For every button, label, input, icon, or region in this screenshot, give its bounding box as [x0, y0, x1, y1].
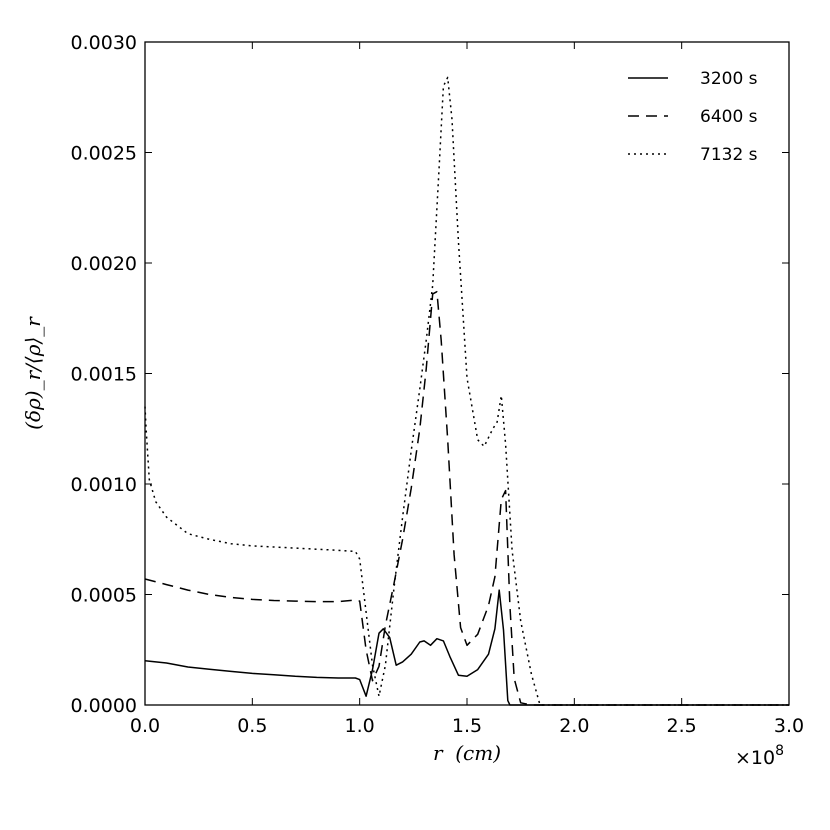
- y-tick-label: 0.0005: [71, 585, 137, 607]
- series-line-0: [144, 589, 789, 706]
- x-tick-label: 2.5: [667, 715, 697, 737]
- y-tick-label: 0.0015: [71, 364, 137, 386]
- plot-frame: [144, 41, 790, 706]
- y-tick-label: 0.0020: [71, 253, 137, 275]
- series-line-1: [144, 290, 789, 706]
- y-tick-label: 0.0025: [71, 143, 137, 165]
- legend-label-0: 3200 s: [700, 69, 758, 89]
- y-tick-label: 0.0030: [71, 32, 137, 54]
- ticks-layer: 0.0 0.5 1.0 1.5 2.0 2.5 3.0 0.0000 0.0005 0.0010 0…: [71, 32, 805, 737]
- x-offset-label: ×108: [735, 743, 784, 769]
- x-axis-label: r (cm): [433, 741, 501, 765]
- legend: 3200 s 6400 s 7132 s: [628, 69, 758, 165]
- x-tick-label: 1.0: [345, 715, 375, 737]
- y-axis-label: (δρ)_r/⟨ρ⟩_r: [21, 316, 45, 430]
- legend-label-1: 6400 s: [700, 107, 758, 127]
- x-tick-label: 2.0: [559, 715, 589, 737]
- x-offset-exponent: 8: [775, 743, 784, 759]
- y-tick-label: 0.0010: [71, 474, 137, 496]
- x-tick-label: 0.0: [130, 715, 160, 737]
- x-offset-base: ×10: [735, 747, 775, 769]
- series-line-2: [144, 76, 789, 706]
- y-tick-label: 0.0000: [71, 695, 137, 717]
- series-layer: [144, 76, 789, 706]
- x-tick-label: 1.5: [452, 715, 482, 737]
- legend-label-2: 7132 s: [700, 145, 758, 165]
- x-tick-label: 3.0: [774, 715, 804, 737]
- x-tick-label: 0.5: [237, 715, 267, 737]
